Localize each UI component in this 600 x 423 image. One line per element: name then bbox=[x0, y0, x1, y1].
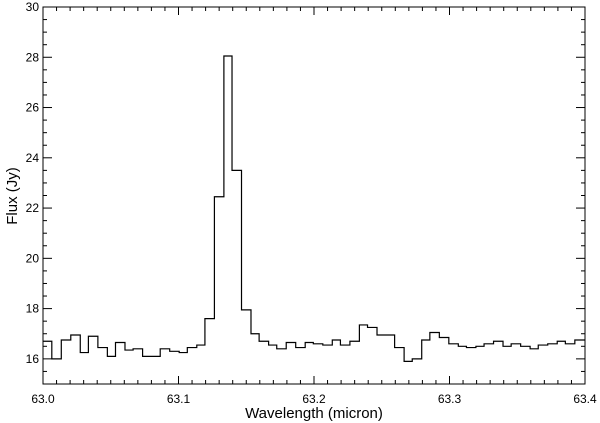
y-tick-label: 30 bbox=[26, 0, 40, 14]
x-tick-label: 63.4 bbox=[573, 392, 597, 406]
y-tick-label: 20 bbox=[26, 251, 40, 265]
x-tick-label: 63.0 bbox=[31, 392, 55, 406]
y-tick-label: 28 bbox=[26, 50, 40, 64]
y-tick-label: 22 bbox=[26, 201, 40, 215]
y-axis-title: Flux (Jy) bbox=[4, 167, 21, 225]
axis-tick-labels: 63.0 63.1 63.2 63.3 63.4 16 18 20 22 24 26 28 30 bbox=[26, 0, 597, 406]
flux-step-line bbox=[43, 55, 585, 362]
y-tick-label: 24 bbox=[26, 151, 40, 165]
x-axis-title: Wavelength (micron) bbox=[245, 405, 383, 422]
y-tick-label: 16 bbox=[26, 352, 40, 366]
x-tick-label: 63.2 bbox=[302, 392, 326, 406]
y-tick-label: 26 bbox=[26, 101, 40, 115]
y-tick-label: 18 bbox=[26, 302, 40, 316]
axis-ticks bbox=[42, 6, 586, 385]
x-tick-label: 63.3 bbox=[438, 392, 462, 406]
plot-frame bbox=[42, 6, 586, 385]
x-tick-label: 63.1 bbox=[167, 392, 191, 406]
